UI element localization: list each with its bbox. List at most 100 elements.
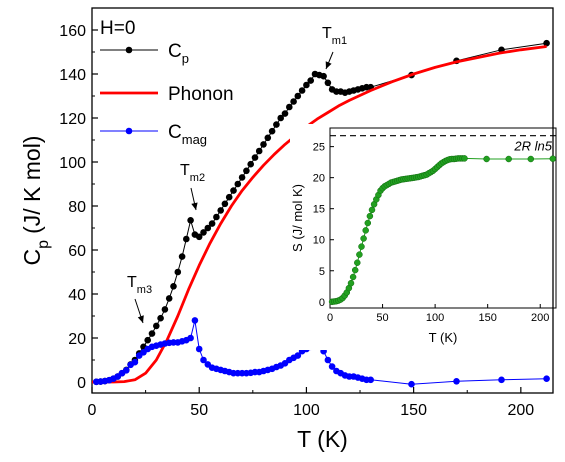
y-axis-label-sub: p <box>35 240 52 249</box>
series-cmag-point <box>498 376 505 384</box>
x-tick-label: 0 <box>88 402 97 419</box>
x-tick-label: 50 <box>190 402 208 419</box>
series-cp-point <box>174 268 182 276</box>
series-cp-point <box>260 141 267 148</box>
series-entropy-point <box>461 155 468 162</box>
series-cp-point <box>286 103 293 111</box>
series-cmag-point <box>328 363 336 370</box>
series-cp-point <box>230 187 237 194</box>
series-entropy-point <box>358 243 365 250</box>
series-entropy-point <box>362 227 369 234</box>
series-cp-point <box>273 121 280 128</box>
series-cmag-point <box>543 375 550 383</box>
legend-marker-0 <box>125 46 133 54</box>
series-cp-point <box>200 229 207 236</box>
series-cp-point <box>264 134 272 142</box>
inset-y-tick-label: 5 <box>319 266 325 278</box>
x-tick-label: 100 <box>293 402 320 419</box>
transition-arrow-head <box>191 202 198 210</box>
y-tick-label: 80 <box>68 199 86 216</box>
y-tick-label: 20 <box>68 331 86 348</box>
series-cp-point <box>221 200 229 208</box>
series-entropy-point <box>351 266 359 274</box>
series-cp-point <box>298 87 306 94</box>
series-cp-point <box>243 167 250 175</box>
series-entropy-point <box>356 251 363 258</box>
y-tick-label: 60 <box>68 243 86 260</box>
transition-arrow-head <box>137 315 144 323</box>
series-entropy-point <box>527 155 535 163</box>
series-cp-point <box>281 110 289 117</box>
series-cp-point <box>144 336 151 344</box>
series-cp-point <box>294 92 302 100</box>
series-cp-point <box>157 314 164 322</box>
inset-plot: 0 50 100 150 200 0 5 10 15 20 25 T (K) S (J/ mol K) 2… <box>290 124 557 350</box>
transition-label-m3: Tm3 <box>127 274 152 296</box>
series-cmag-point <box>200 356 207 364</box>
x-tick-label: 200 <box>507 402 534 419</box>
transition-label-sub: m2 <box>190 172 205 184</box>
transition-label-main: T <box>180 162 190 179</box>
legend-label-main-1: Phonon <box>168 84 234 105</box>
series-cp-point <box>165 295 173 302</box>
inset-x-tick-label: 50 <box>376 312 388 324</box>
transition-label-main: T <box>127 274 137 291</box>
inset-x-tick-label: 0 <box>327 312 333 324</box>
series-cmag-point <box>324 356 332 364</box>
series-cp-point <box>543 39 550 47</box>
inset-x-tick-label: 200 <box>531 312 549 324</box>
series-cp-point <box>208 220 216 227</box>
series-cp-point <box>183 235 190 243</box>
inset-y-tick-label: 10 <box>313 235 325 247</box>
y-axis-label: Cp (J/ K mol) <box>19 136 52 266</box>
series-cmag-point <box>187 334 194 342</box>
y-tick-label: 160 <box>59 23 86 40</box>
inset-x-axis-label: T (K) <box>429 330 458 345</box>
y-axis-label-main: C <box>19 249 45 266</box>
inset-y-tick-label: 15 <box>313 204 325 216</box>
series-cmag-point <box>123 367 130 374</box>
legend-label-2: Cmag <box>168 122 207 147</box>
series-entropy-point <box>347 279 355 287</box>
series-entropy-point <box>368 206 376 214</box>
series-cp-point <box>148 330 156 337</box>
x-axis-label: T (K) <box>297 426 348 452</box>
inset-x-tick-label: 100 <box>426 312 444 324</box>
inset-y-tick-label: 25 <box>313 142 325 154</box>
series-cp-point <box>161 306 169 313</box>
series-entropy-point <box>349 273 357 281</box>
y-tick-label: 40 <box>68 287 86 304</box>
series-cmag-point <box>294 352 302 359</box>
series-cp-point <box>324 79 332 87</box>
main-plot-frame <box>91 7 554 394</box>
series-entropy-point <box>549 155 557 162</box>
inset-y-tick-label: 0 <box>319 297 325 309</box>
y-tick-label: 140 <box>59 67 86 84</box>
series-cp-point <box>277 114 285 122</box>
series-cmag-point <box>367 376 375 384</box>
legend-label-1: Phonon <box>168 84 234 105</box>
series-cp-point <box>178 253 186 260</box>
transition-label-m2: Tm2 <box>180 162 205 184</box>
y-axis-label-unit: (J/ K mol) <box>19 136 45 234</box>
series-cp-point <box>268 127 276 135</box>
series-cmag-point <box>191 317 199 324</box>
transition-label-main: T <box>322 25 332 42</box>
inset-y-axis-label: S (J/ mol K) <box>290 184 305 252</box>
series-cp-point <box>213 213 220 221</box>
y-tick-label: 0 <box>77 375 86 392</box>
y-tick-label: 120 <box>59 111 86 128</box>
series-entropy-point <box>505 155 512 163</box>
legend-label-0: Cp <box>168 41 189 66</box>
series-cmag-point <box>131 358 139 366</box>
transition-arrow-head <box>325 61 332 69</box>
series-cp-point <box>251 154 259 161</box>
legend-label-sub-0: p <box>182 51 189 66</box>
series-cp-point <box>153 322 160 330</box>
series-cp-point <box>307 77 315 84</box>
series-cp-point <box>187 217 194 224</box>
transition-label-sub: m1 <box>332 35 347 47</box>
series-entropy-point <box>354 259 361 266</box>
series-cp-point <box>238 174 246 181</box>
